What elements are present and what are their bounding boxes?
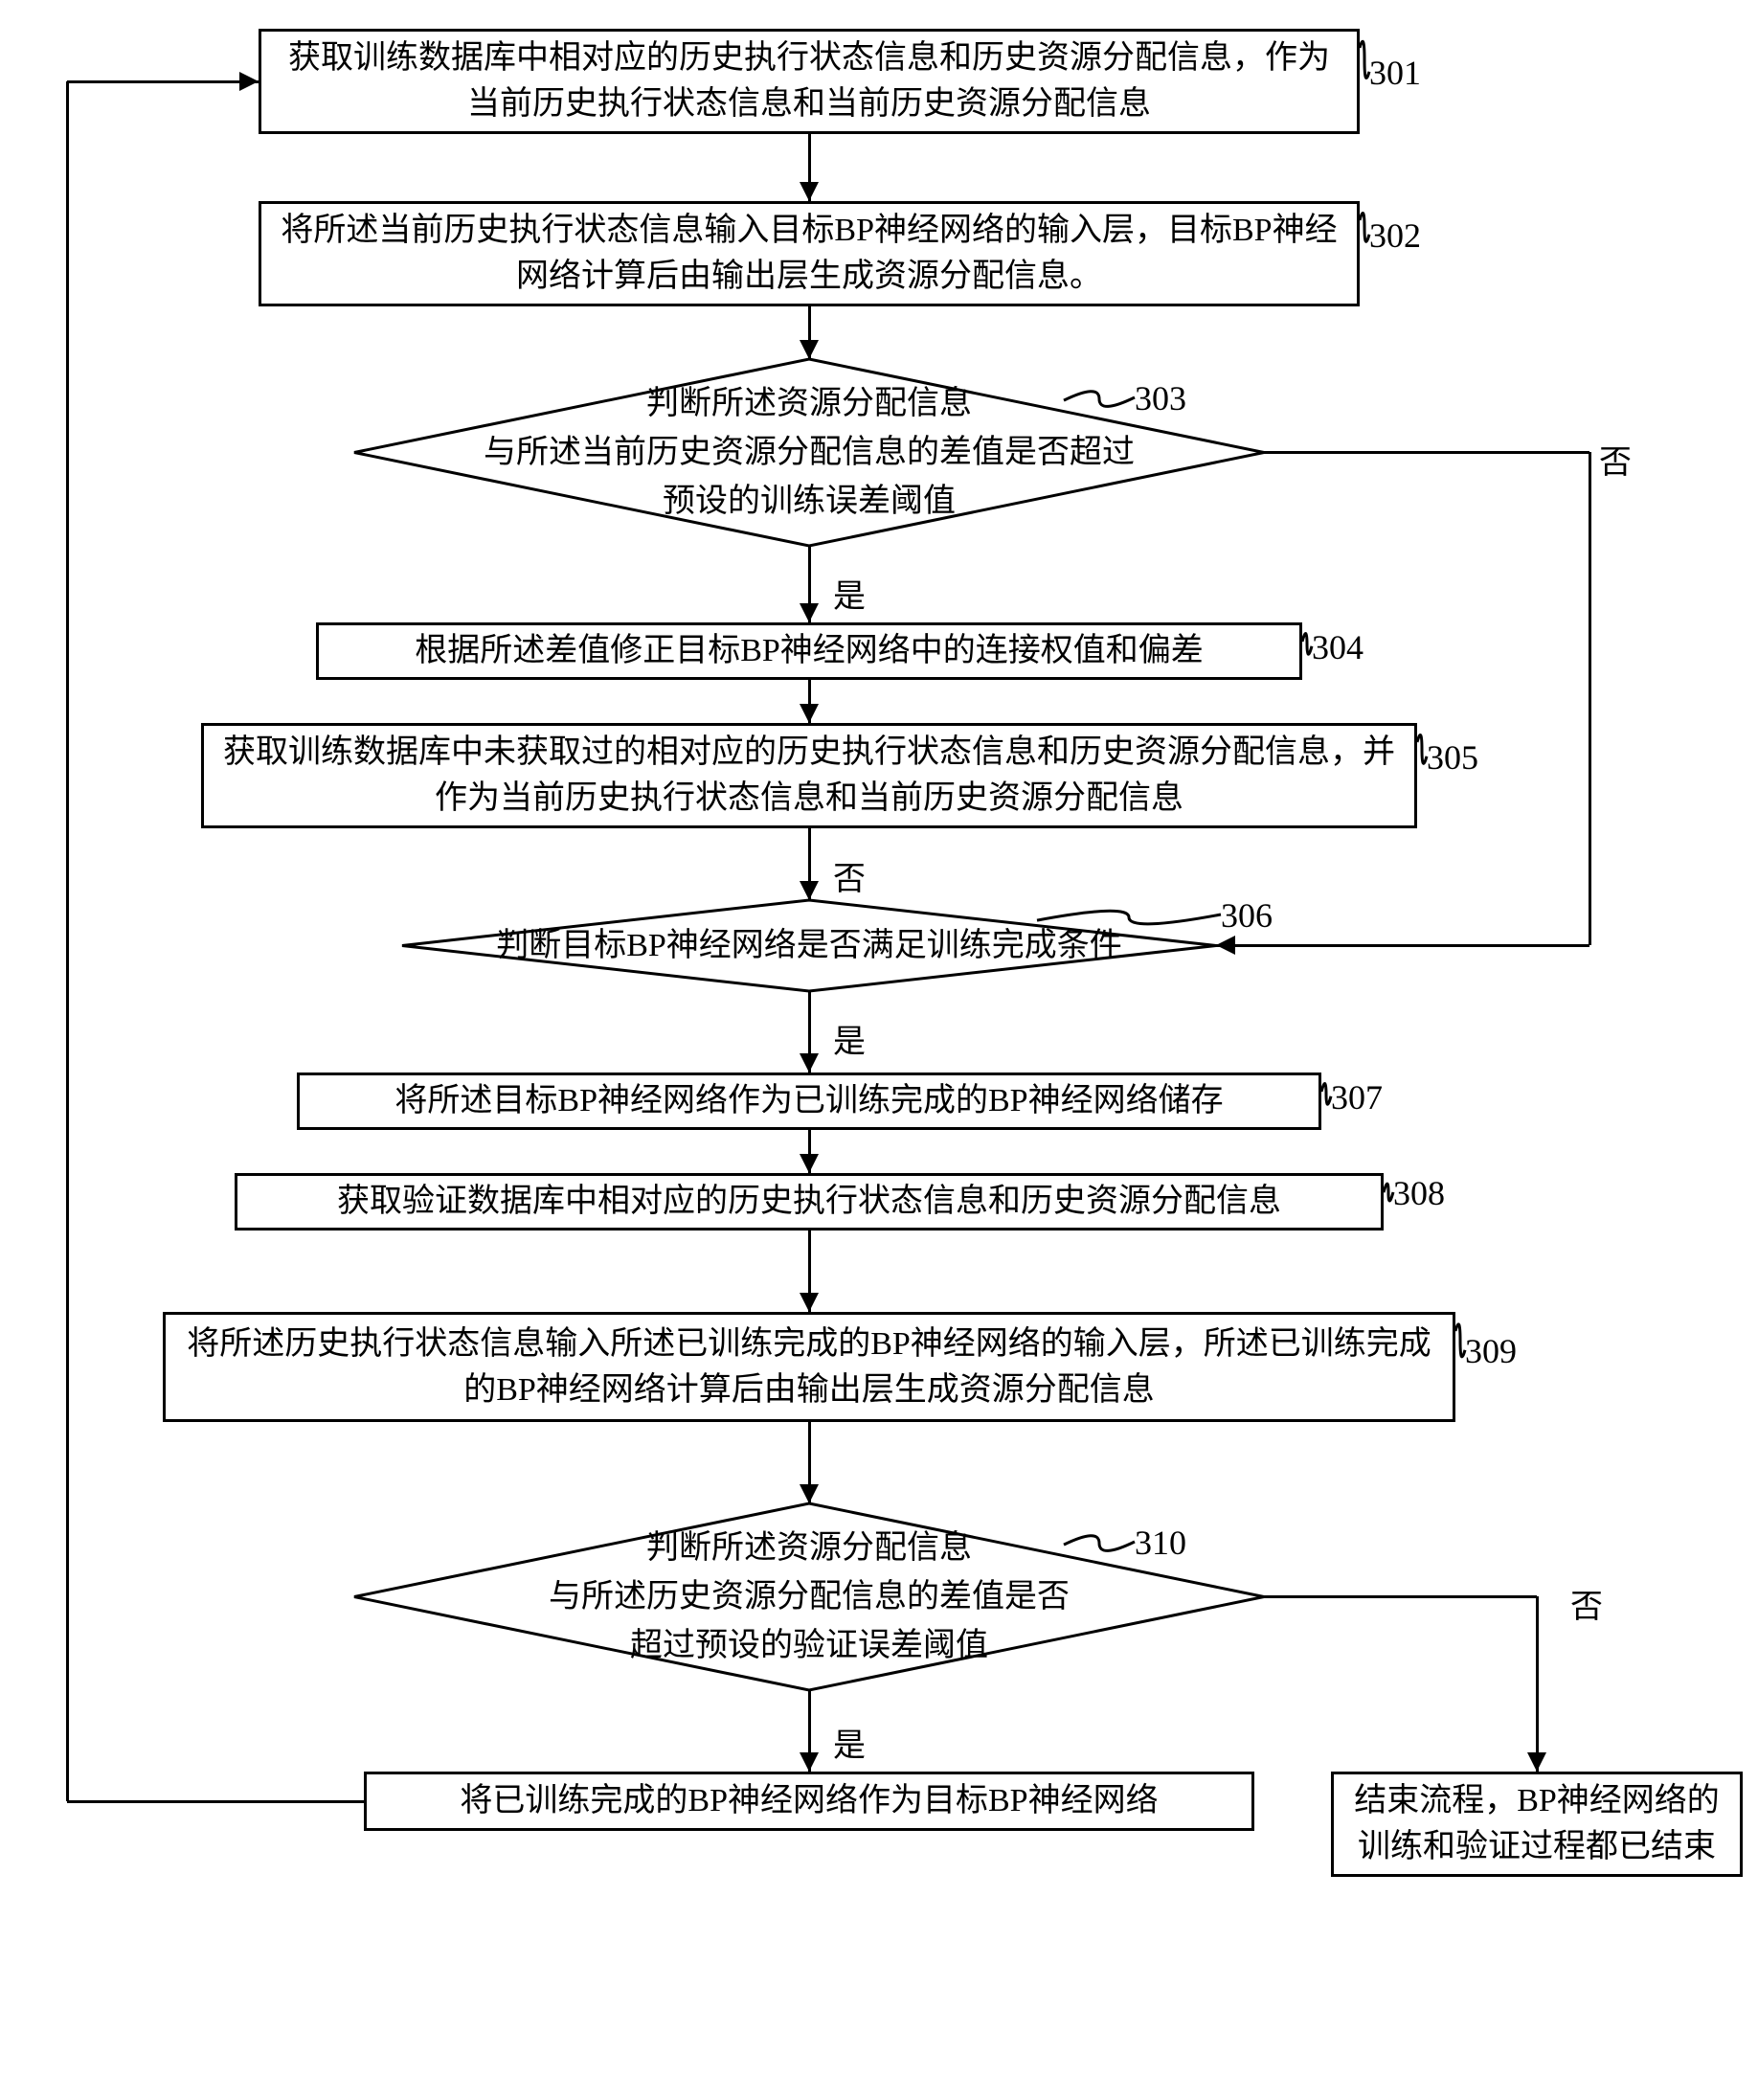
edge-label: 是 (833, 1015, 866, 1062)
step-label-310: 310 (1135, 1523, 1186, 1563)
edge-label: 是 (833, 570, 866, 617)
node-n301: 获取训练数据库中相对应的历史执行状态信息和历史资源分配信息，作为当前历史执行状态… (259, 29, 1360, 134)
step-label-307: 307 (1331, 1077, 1383, 1118)
flowchart-canvas: 获取训练数据库中相对应的历史执行状态信息和历史资源分配信息，作为当前历史执行状态… (0, 0, 1758, 2100)
edge-label: 否 (1599, 436, 1632, 483)
edge-label: 否 (833, 852, 866, 899)
node-n302: 将所述当前历史执行状态信息输入目标BP神经网络的输入层，目标BP神经网络计算后由… (259, 201, 1360, 306)
step-label-309: 309 (1465, 1331, 1517, 1371)
node-nLoop: 将已训练完成的BP神经网络作为目标BP神经网络 (364, 1772, 1254, 1831)
node-n309: 将所述历史执行状态信息输入所述已训练完成的BP神经网络的输入层，所述已训练完成的… (163, 1312, 1455, 1422)
step-label-303: 303 (1135, 378, 1186, 418)
step-label-301: 301 (1369, 53, 1421, 93)
step-label-302: 302 (1369, 215, 1421, 256)
edge-label: 是 (833, 1719, 866, 1766)
step-label-305: 305 (1427, 737, 1478, 778)
edge-label: 否 (1570, 1580, 1603, 1627)
node-n304: 根据所述差值修正目标BP神经网络中的连接权值和偏差 (316, 622, 1302, 680)
node-n305: 获取训练数据库中未获取过的相对应的历史执行状态信息和历史资源分配信息，并作为当前… (201, 723, 1417, 828)
step-label-304: 304 (1312, 627, 1364, 667)
step-label-308: 308 (1393, 1173, 1445, 1213)
node-n307: 将所述目标BP神经网络作为已训练完成的BP神经网络储存 (297, 1073, 1321, 1130)
node-n308: 获取验证数据库中相对应的历史执行状态信息和历史资源分配信息 (235, 1173, 1384, 1231)
step-label-306: 306 (1221, 895, 1273, 936)
node-nEnd: 结束流程，BP神经网络的训练和验证过程都已结束 (1331, 1772, 1743, 1877)
